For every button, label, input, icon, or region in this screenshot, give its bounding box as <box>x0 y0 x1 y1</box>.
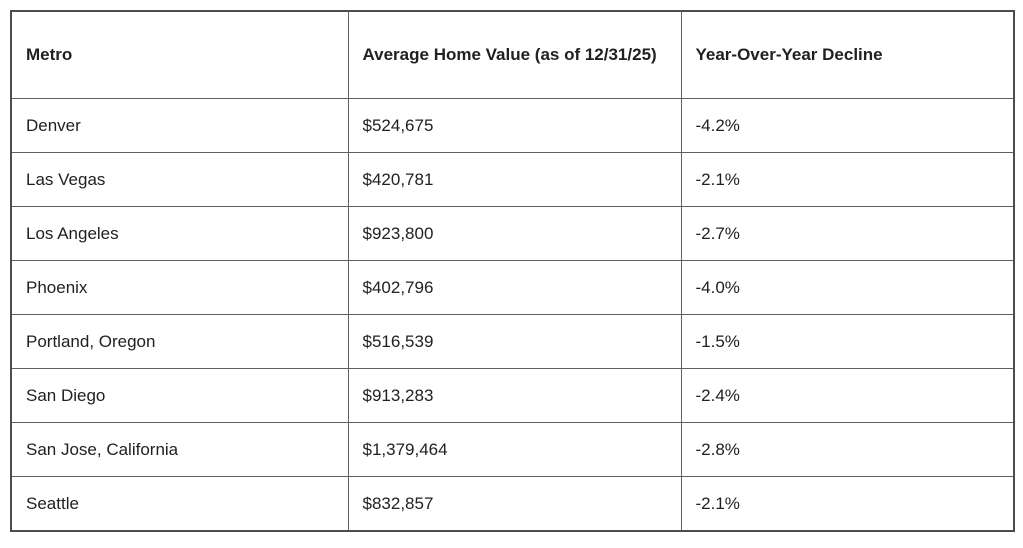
table-row: Las Vegas $420,781 -2.1% <box>10 152 1015 207</box>
column-header-yoy-decline: Year-Over-Year Decline <box>680 10 1015 99</box>
decline-cell: -2.8% <box>680 422 1015 477</box>
home-values-table: Metro Average Home Value (as of 12/31/25… <box>10 10 1015 532</box>
metro-cell: Portland, Oregon <box>10 314 349 369</box>
decline-cell: -2.1% <box>680 152 1015 207</box>
metro-cell: Phoenix <box>10 260 349 315</box>
home-value-cell: $402,796 <box>347 260 682 315</box>
table-row: Los Angeles $923,800 -2.7% <box>10 206 1015 261</box>
decline-cell: -2.4% <box>680 368 1015 423</box>
decline-cell: -2.1% <box>680 476 1015 532</box>
table-row: Portland, Oregon $516,539 -1.5% <box>10 314 1015 369</box>
metro-cell: Los Angeles <box>10 206 349 261</box>
home-value-cell: $1,379,464 <box>347 422 682 477</box>
decline-cell: -2.7% <box>680 206 1015 261</box>
column-header-metro: Metro <box>10 10 349 99</box>
table-row: Phoenix $402,796 -4.0% <box>10 260 1015 315</box>
table-row: Denver $524,675 -4.2% <box>10 98 1015 153</box>
table-row: San Jose, California $1,379,464 -2.8% <box>10 422 1015 477</box>
decline-cell: -4.0% <box>680 260 1015 315</box>
decline-cell: -1.5% <box>680 314 1015 369</box>
table-body: Denver $524,675 -4.2% Las Vegas $420,781 -2.1… <box>10 98 1015 532</box>
home-value-cell: $913,283 <box>347 368 682 423</box>
home-value-cell: $420,781 <box>347 152 682 207</box>
header-row: Metro Average Home Value (as of 12/31/25… <box>10 10 1015 99</box>
column-header-average-home-value: Average Home Value (as of 12/31/25) <box>347 10 682 99</box>
metro-cell: San Jose, California <box>10 422 349 477</box>
metro-cell: Las Vegas <box>10 152 349 207</box>
metro-cell: San Diego <box>10 368 349 423</box>
metro-cell: Seattle <box>10 476 349 532</box>
home-value-cell: $516,539 <box>347 314 682 369</box>
home-value-cell: $524,675 <box>347 98 682 153</box>
decline-cell: -4.2% <box>680 98 1015 153</box>
table-row: San Diego $913,283 -2.4% <box>10 368 1015 423</box>
home-value-cell: $923,800 <box>347 206 682 261</box>
table-row: Seattle $832,857 -2.1% <box>10 476 1015 532</box>
metro-cell: Denver <box>10 98 349 153</box>
table-header: Metro Average Home Value (as of 12/31/25… <box>10 10 1015 99</box>
home-value-cell: $832,857 <box>347 476 682 532</box>
